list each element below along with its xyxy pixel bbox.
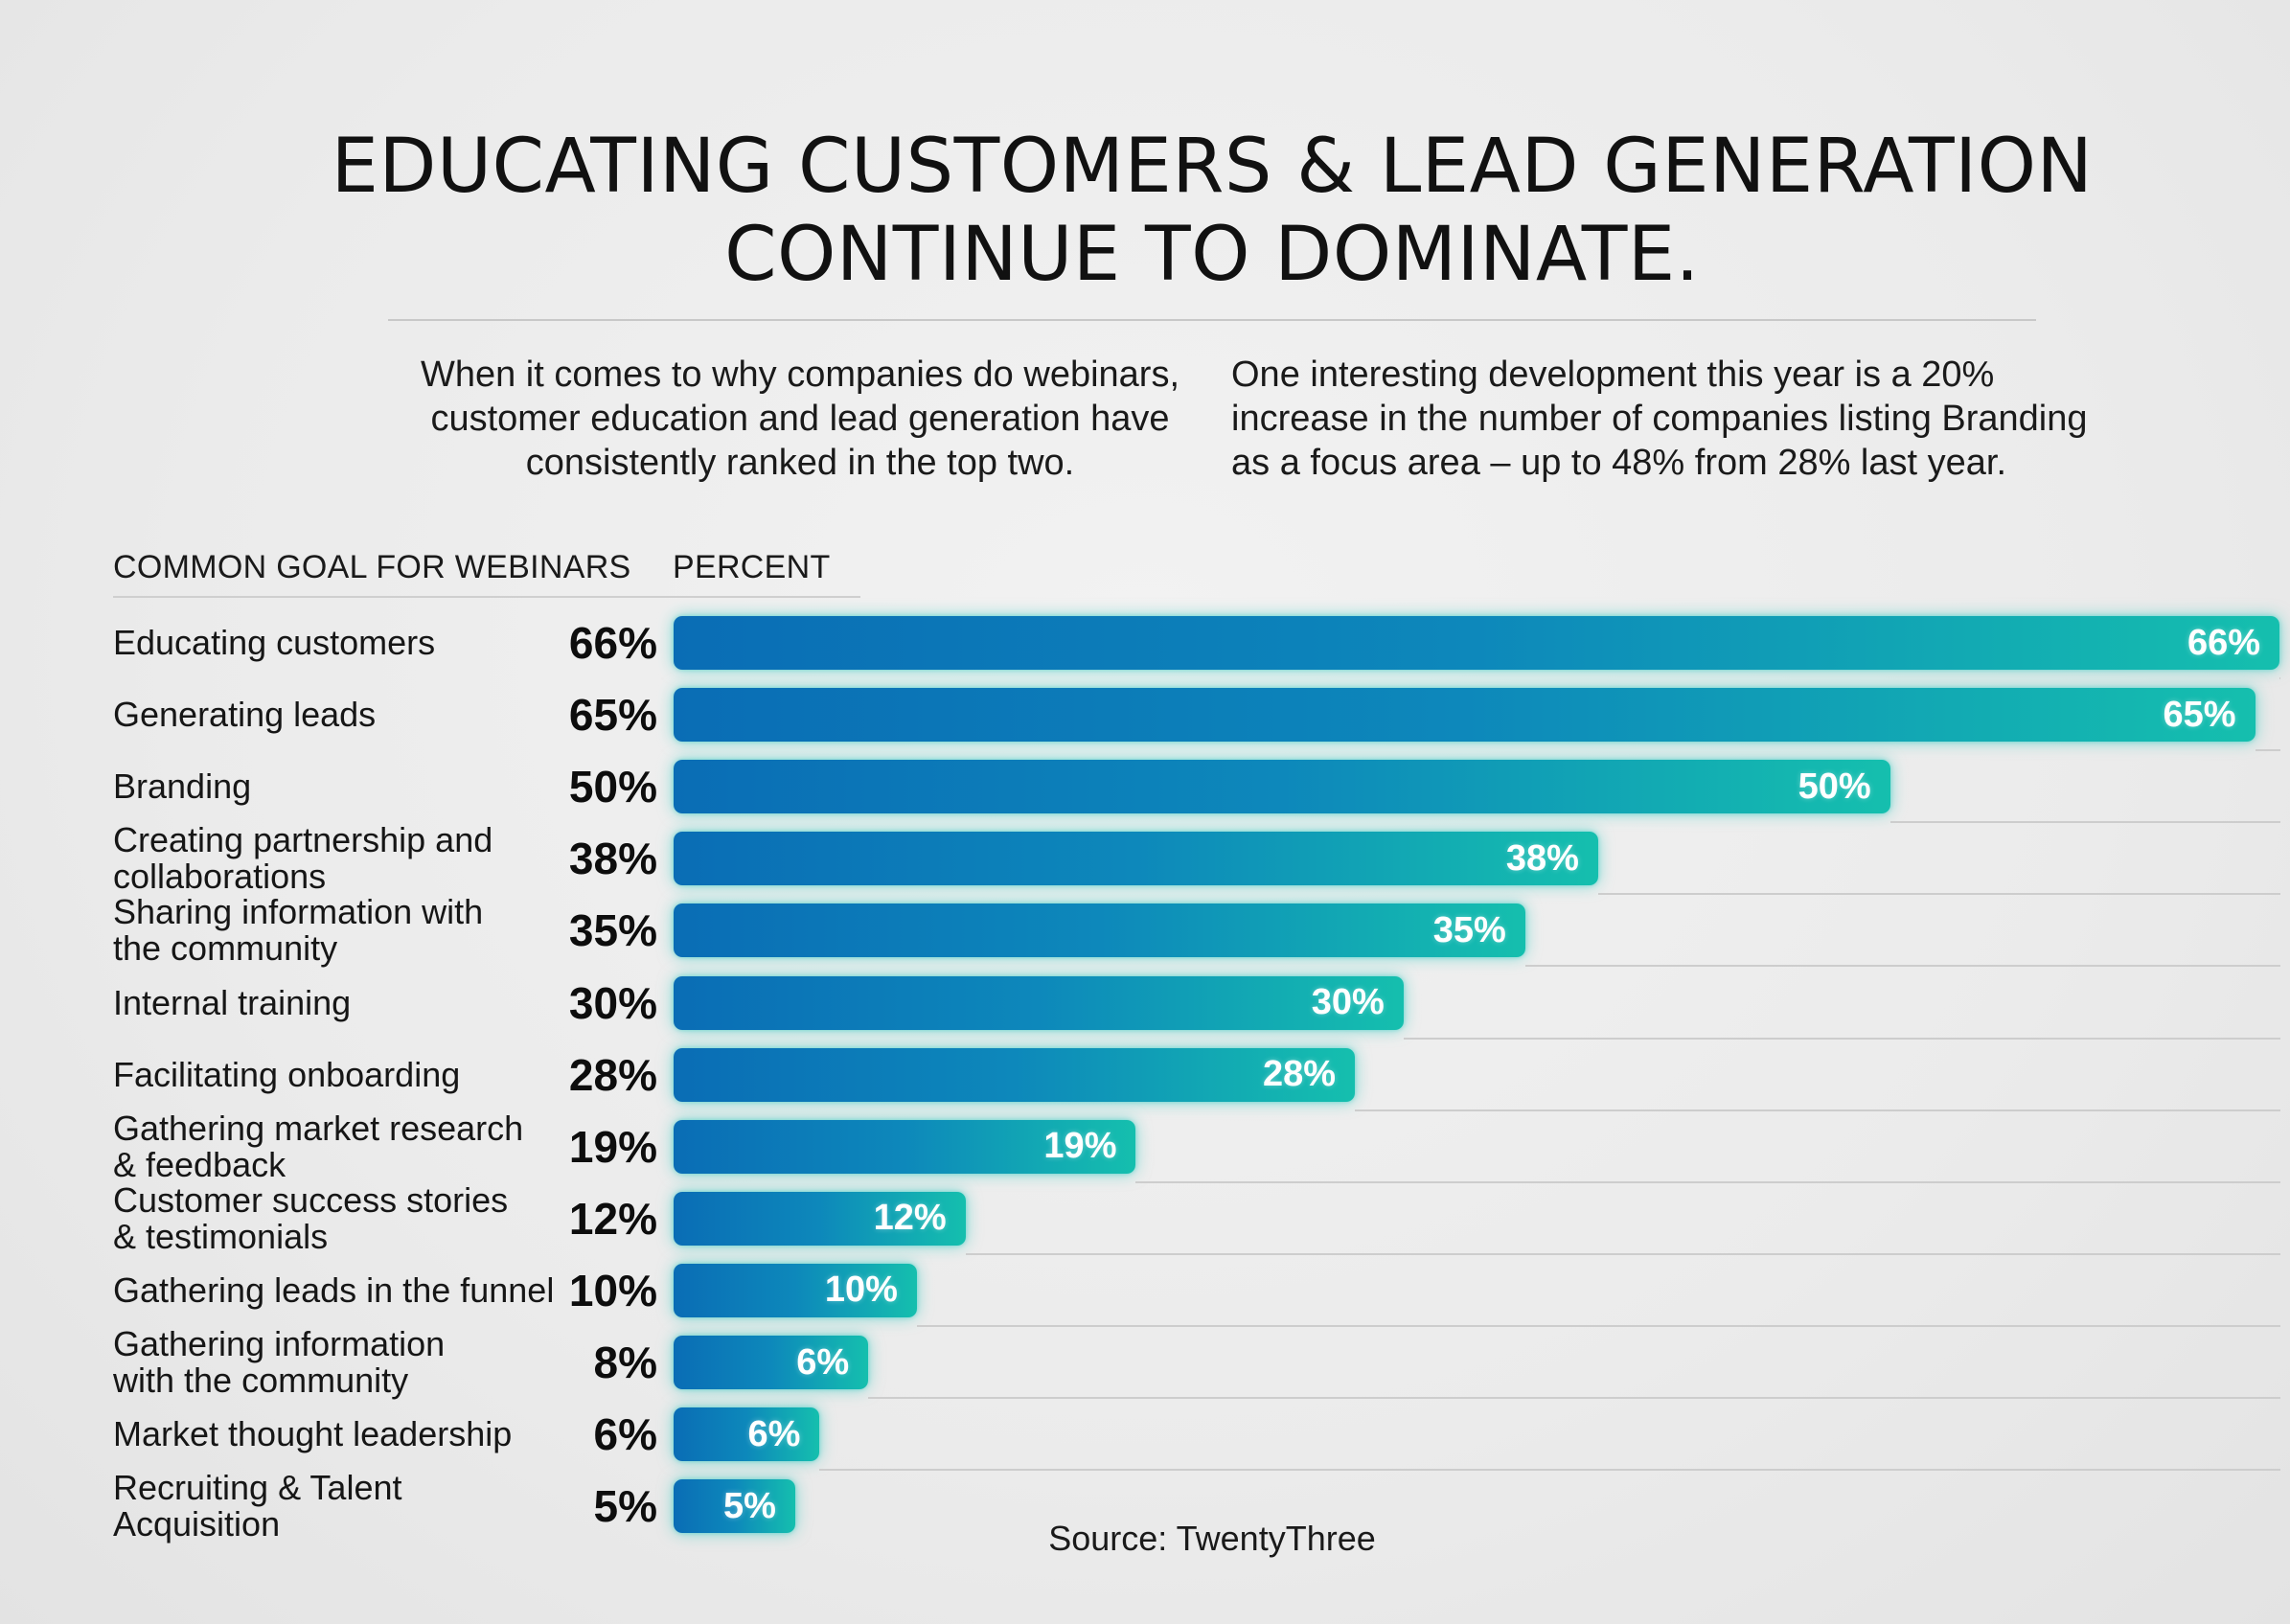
row-percent: 12%	[568, 1193, 657, 1244]
row-divider	[2279, 677, 2280, 679]
row-percent: 8%	[593, 1338, 657, 1387]
bar	[674, 975, 1404, 1030]
bar-value-label: 12%	[873, 1198, 947, 1239]
chart-title-line-2: CONTINUE TO DOMINATE.	[724, 212, 1700, 298]
bar-value-label: 6%	[796, 1341, 850, 1383]
intro-text-left: When it comes to why companies do webina…	[420, 355, 1180, 483]
bar-value-label: 30%	[1311, 982, 1385, 1022]
row-label: Internal training	[113, 982, 352, 1022]
row-divider	[965, 1252, 2280, 1255]
source-note: Source: TwentyThree	[1048, 1519, 1376, 1558]
row-label: Market thought leadership	[113, 1414, 513, 1454]
bar-value-label: 50%	[1798, 766, 1871, 807]
bar-value-label: 65%	[2163, 694, 2236, 735]
bar	[674, 760, 1890, 814]
bar	[674, 1407, 820, 1462]
bar	[674, 1479, 795, 1534]
bar-value-label: 66%	[2187, 622, 2260, 663]
header-divider	[113, 596, 860, 598]
bar-value-label: 35%	[1432, 909, 1506, 950]
row-percent: 50%	[568, 762, 657, 812]
intro-text-right: One interesting development this year is…	[1231, 355, 2088, 483]
bar	[674, 1047, 1356, 1102]
row-label: Gathering information with the community	[113, 1324, 446, 1400]
row-percent: 65%	[568, 690, 657, 741]
row-percent: 66%	[568, 618, 657, 668]
row-percent: 38%	[568, 834, 657, 884]
row-label: Customer success stories & testimonials	[113, 1179, 509, 1256]
bar	[674, 1336, 869, 1389]
row-label: Gathering leads in the funnel	[113, 1269, 555, 1310]
bar-value-label: 6%	[747, 1413, 801, 1454]
row-divider	[1524, 965, 2280, 968]
row-divider	[1355, 1109, 2280, 1111]
row-divider	[1889, 821, 2280, 824]
chart-title: EDUCATING CUSTOMERS & LEAD GENERATION CO…	[287, 123, 2137, 299]
row-percent: 30%	[568, 977, 657, 1028]
column-header-percent: PERCENT	[673, 549, 831, 585]
row-divider	[1597, 893, 2280, 896]
bar-value-label: 19%	[1043, 1126, 1117, 1167]
chart-title-line-1: EDUCATING CUSTOMERS & LEAD GENERATION	[331, 124, 2094, 210]
row-label: Branding	[113, 766, 252, 807]
row-label: Creating partnership and collaborations	[113, 820, 493, 897]
row-percent: 6%	[593, 1409, 657, 1460]
bar	[674, 1191, 966, 1246]
row-percent: 10%	[568, 1265, 657, 1315]
row-label: Generating leads	[113, 695, 377, 735]
bar-value-label: 5%	[723, 1485, 776, 1526]
row-divider	[916, 1324, 2280, 1327]
row-label: Gathering market research & feedback	[113, 1108, 524, 1184]
bar-value-label: 28%	[1262, 1054, 1337, 1095]
column-header-goal: COMMON GOAL FOR WEBINARS	[113, 549, 631, 585]
bar	[674, 688, 2256, 743]
row-percent: 35%	[568, 905, 657, 956]
row-percent: 19%	[568, 1121, 657, 1172]
row-label: Facilitating onboarding	[113, 1054, 461, 1094]
bar	[674, 1263, 917, 1317]
row-label: Educating customers	[113, 623, 436, 662]
title-divider	[388, 319, 2036, 321]
row-divider	[1403, 1037, 2280, 1040]
row-percent: 28%	[568, 1049, 657, 1100]
row-divider	[819, 1469, 2280, 1472]
row-label: Sharing information with the community	[113, 892, 484, 969]
row-percent: 5%	[593, 1481, 657, 1532]
bar	[674, 903, 1525, 958]
bar	[674, 1119, 1136, 1174]
row-label: Recruiting & Talent Acquisition	[113, 1468, 402, 1544]
bar	[674, 832, 1598, 886]
row-divider	[868, 1397, 2280, 1399]
bar	[674, 616, 2279, 670]
bar-value-label: 10%	[824, 1269, 898, 1311]
row-divider	[2255, 749, 2280, 752]
row-divider	[1135, 1180, 2280, 1183]
bar-value-label: 38%	[1505, 837, 1579, 879]
